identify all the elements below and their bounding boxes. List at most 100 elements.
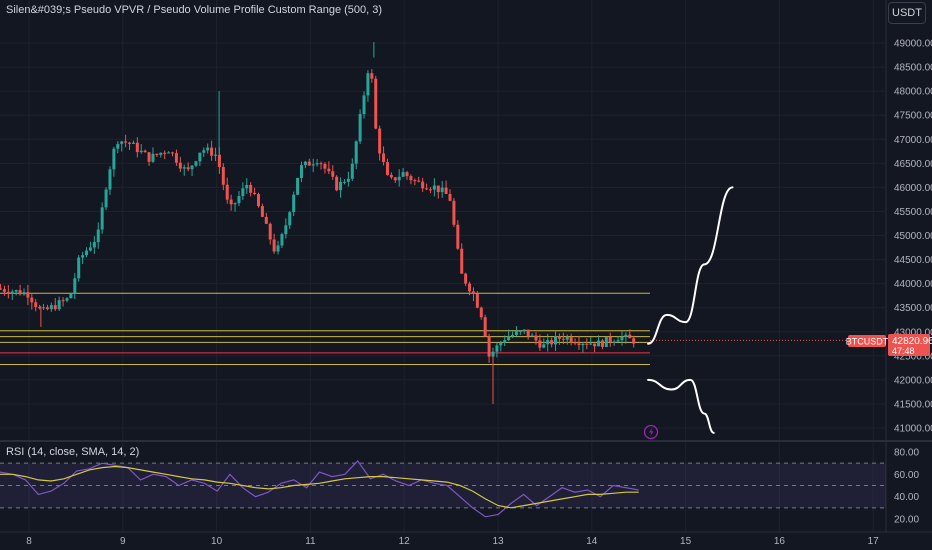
candle-body xyxy=(182,167,186,169)
candle-body xyxy=(163,152,167,154)
candle-body xyxy=(210,147,214,156)
candle-body xyxy=(483,317,487,337)
candle-body xyxy=(256,194,260,207)
candle-body xyxy=(241,188,245,197)
price-tick-label: 46500.00 xyxy=(894,159,932,170)
time-tick-label: 9 xyxy=(120,536,126,547)
candle-body xyxy=(444,187,448,194)
candle-body xyxy=(69,294,73,299)
candle-body xyxy=(409,176,413,181)
rsi-ma-line xyxy=(0,465,639,509)
time-tick-label: 13 xyxy=(492,536,504,547)
currency-button[interactable]: USDT xyxy=(888,2,926,24)
time-axis: 8 9 10 11 12 13 14 15 16 17 xyxy=(26,536,879,547)
candle-body xyxy=(417,180,421,182)
candle-body xyxy=(370,73,374,79)
candle-body xyxy=(272,239,276,252)
candle-body xyxy=(323,163,327,169)
price-tick-label: 41000.00 xyxy=(894,424,932,435)
candle-body xyxy=(217,154,221,168)
candle-body xyxy=(475,293,479,308)
candle-body xyxy=(315,163,319,165)
drawn-curve xyxy=(647,378,715,434)
candle-body xyxy=(569,337,573,343)
candle-body xyxy=(428,189,432,191)
price-tick-label: 42500.00 xyxy=(894,351,932,362)
rsi-tick-label: 80.00 xyxy=(894,448,919,459)
candle-body xyxy=(464,273,468,284)
candle-body xyxy=(452,200,456,225)
candle-body xyxy=(397,176,401,181)
candle-body xyxy=(550,339,554,345)
candle-body xyxy=(440,187,444,193)
candle-body xyxy=(358,114,362,142)
candle-body xyxy=(151,153,155,162)
candle-body xyxy=(190,165,194,170)
candle-body xyxy=(100,207,104,230)
candle-body xyxy=(26,292,30,298)
candle-body xyxy=(167,152,171,154)
candle-body xyxy=(171,152,175,154)
price-tick-label: 41500.00 xyxy=(894,399,932,410)
candle-body xyxy=(503,340,507,343)
candle-body xyxy=(382,153,386,163)
candle-body xyxy=(104,189,108,208)
candle-body xyxy=(432,185,436,190)
hand-drawings xyxy=(647,186,734,434)
candle-body xyxy=(507,336,511,341)
time-tick-label: 15 xyxy=(680,536,692,547)
candle-body xyxy=(225,184,229,200)
price-axis: 41000.00 41500.00 42000.00 42500.00 43000.00… xyxy=(894,39,932,526)
candle-body xyxy=(139,150,143,153)
price-tick-label: 45500.00 xyxy=(894,207,932,218)
candle-body xyxy=(108,169,112,190)
time-tick-label: 11 xyxy=(305,536,316,547)
candle-body xyxy=(237,196,241,204)
candle-body xyxy=(38,307,42,309)
candle-body xyxy=(73,278,77,295)
candle-body xyxy=(518,330,522,332)
rsi-tick-label: 20.00 xyxy=(894,515,919,526)
candle-body xyxy=(303,161,307,166)
candle-body xyxy=(311,164,315,166)
price-tick-label: 46000.00 xyxy=(894,183,932,194)
candle-body xyxy=(542,344,546,348)
candle-body xyxy=(448,193,452,201)
lightning-icon-bolt xyxy=(649,427,654,437)
candle-body xyxy=(514,331,518,335)
candle-body xyxy=(589,343,593,345)
candle-body xyxy=(491,351,495,357)
candle-body xyxy=(159,152,163,155)
candle-body xyxy=(378,128,382,154)
candle-body xyxy=(342,181,346,183)
candle-body xyxy=(124,141,128,143)
indicator-title: Silen&#039;s Pseudo VPVR / Pseudo Volume… xyxy=(6,4,383,16)
candle-body xyxy=(186,167,190,170)
candle-body xyxy=(280,234,284,246)
candle-body xyxy=(221,167,225,185)
candle-body xyxy=(346,178,350,182)
rsi-line xyxy=(0,459,639,518)
candle-body xyxy=(577,343,581,346)
candle-body xyxy=(206,147,210,151)
symbol-tag xyxy=(848,335,886,347)
candles xyxy=(0,42,636,404)
candle-body xyxy=(534,335,538,341)
lightning-icon[interactable] xyxy=(643,424,659,440)
candle-body xyxy=(2,289,6,292)
candle-body xyxy=(616,340,620,342)
candle-body xyxy=(600,340,604,347)
price-tick-label: 44500.00 xyxy=(894,255,932,266)
candle-body xyxy=(42,307,46,309)
candle-body xyxy=(112,148,116,170)
candle-body xyxy=(628,334,632,339)
candle-body xyxy=(147,152,151,162)
candle-body xyxy=(14,290,18,292)
candle-body xyxy=(296,177,300,195)
time-tick-label: 14 xyxy=(586,536,598,547)
candle-body xyxy=(573,342,577,344)
time-tick-label: 10 xyxy=(211,536,223,547)
candle-body xyxy=(487,336,491,357)
candle-body xyxy=(335,176,339,191)
